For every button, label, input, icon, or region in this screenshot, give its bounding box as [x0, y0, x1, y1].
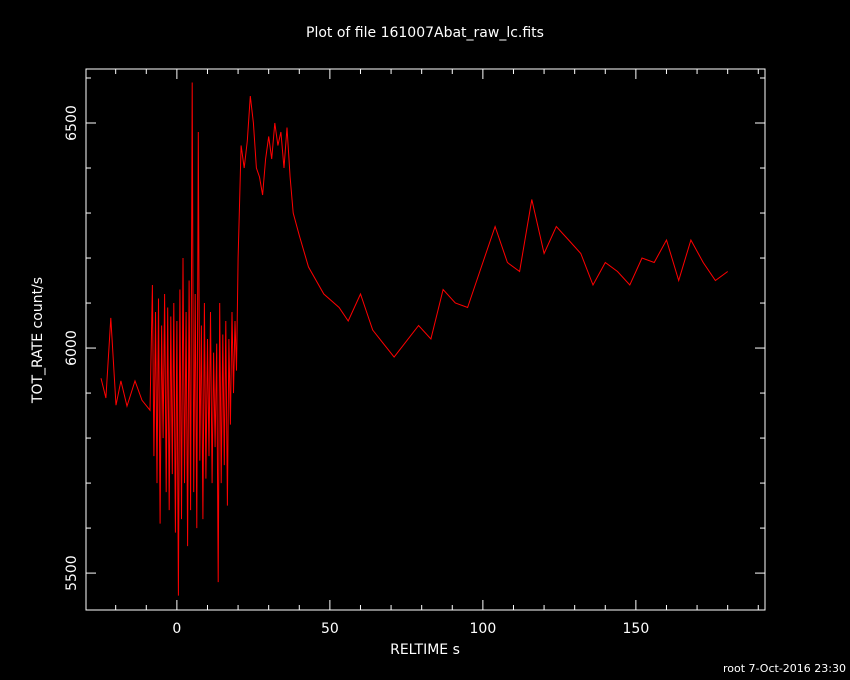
x-axis-label: RELTIME s	[390, 642, 460, 658]
y-tick-label: 5500	[64, 555, 80, 591]
y-axis-label: TOT_RATE count/s	[30, 277, 46, 404]
chart-title: Plot of file 161007Abat_raw_lc.fits	[306, 25, 544, 41]
footer: root 7-Oct-2016 23:30	[723, 662, 846, 675]
x-tick-label: 100	[470, 621, 497, 637]
x-tick-label: 150	[623, 621, 650, 637]
x-tick-label: 50	[321, 621, 339, 637]
data-line	[100, 82, 728, 596]
y-tick-label: 6500	[64, 105, 80, 141]
x-tick-label: 0	[172, 621, 181, 637]
y-tick-label: 6000	[64, 330, 80, 366]
plot-frame	[85, 68, 766, 611]
